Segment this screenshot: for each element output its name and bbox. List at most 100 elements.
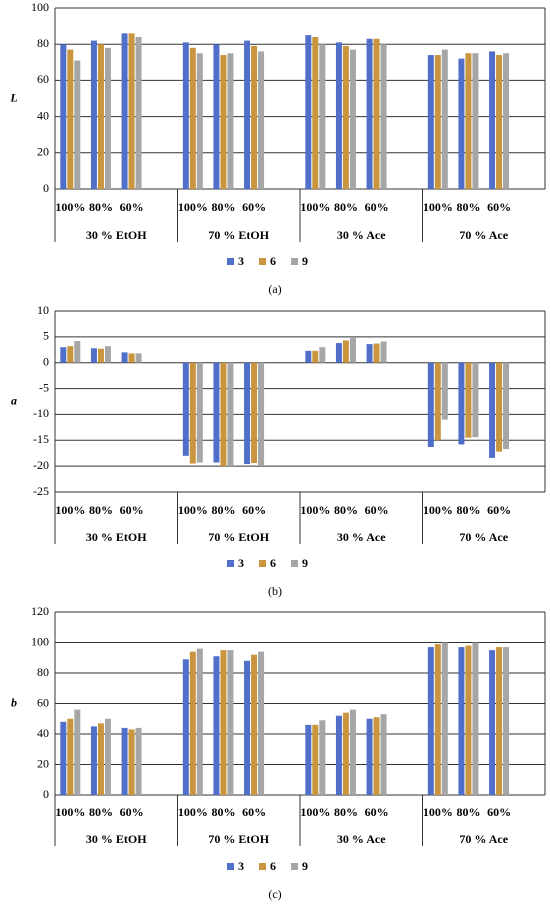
bar — [60, 347, 67, 363]
bar — [227, 362, 234, 467]
legend-swatch — [259, 560, 266, 567]
group-label: 70 % EtOH — [208, 832, 269, 846]
bar — [472, 642, 479, 795]
caption: (b) — [268, 584, 282, 598]
y-tick-label: 0 — [43, 181, 49, 195]
y-tick-label: -10 — [33, 406, 49, 420]
bar — [373, 38, 380, 189]
bar — [258, 51, 265, 189]
x-tick-label: 100% — [423, 805, 453, 819]
x-tick-label: 100% — [178, 805, 208, 819]
x-tick-label: 80% — [89, 805, 113, 819]
bar — [342, 712, 349, 795]
bar — [244, 660, 251, 795]
bar — [182, 659, 189, 795]
bar — [472, 362, 479, 438]
bar — [220, 650, 227, 795]
bar — [489, 362, 496, 458]
bar — [335, 343, 342, 363]
y-tick-label: 60 — [37, 72, 49, 86]
legend-swatch — [291, 560, 298, 567]
x-tick-label: 100% — [300, 503, 330, 517]
bar — [67, 346, 74, 363]
x-tick-label: 80% — [211, 805, 235, 819]
bar — [67, 49, 74, 189]
group-label: 70 % Ace — [459, 832, 508, 846]
bar — [189, 47, 196, 189]
y-tick-label: 60 — [37, 695, 49, 709]
y-tick-label: -20 — [33, 458, 49, 472]
bar — [349, 49, 356, 189]
x-tick-label: 60% — [365, 503, 389, 517]
legend-label: 6 — [270, 556, 276, 570]
bar — [503, 362, 510, 450]
x-tick-label: 60% — [487, 200, 511, 214]
x-tick-label: 100% — [55, 805, 85, 819]
bar — [60, 44, 67, 190]
bar — [60, 721, 67, 795]
legend-swatch — [291, 863, 298, 870]
x-tick-label: 100% — [55, 503, 85, 517]
bar — [465, 645, 472, 795]
bar — [220, 362, 227, 467]
bar — [441, 642, 448, 795]
legend-label: 9 — [302, 859, 308, 873]
x-tick-label: 60% — [487, 503, 511, 517]
x-tick-label: 80% — [211, 503, 235, 517]
y-tick-label: -5 — [39, 380, 49, 394]
group-label: 30 % Ace — [337, 228, 386, 242]
bar — [465, 53, 472, 189]
x-tick-label: 100% — [178, 200, 208, 214]
x-tick-label: 60% — [120, 200, 144, 214]
x-tick-label: 60% — [120, 805, 144, 819]
y-tick-label: 100 — [31, 0, 49, 14]
bar — [342, 340, 349, 363]
x-tick-label: 60% — [365, 200, 389, 214]
bar — [213, 362, 220, 463]
bar — [251, 46, 258, 190]
bar — [489, 51, 496, 189]
bar — [312, 724, 319, 795]
bar — [349, 337, 356, 363]
x-tick-label: 60% — [120, 503, 144, 517]
legend-label: 3 — [238, 556, 244, 570]
y-tick-label: 5 — [43, 329, 49, 343]
bar — [366, 344, 373, 363]
bar — [305, 35, 312, 190]
bar — [434, 55, 441, 190]
y-tick-label: 0 — [43, 787, 49, 801]
bar — [90, 726, 97, 795]
legend-label: 6 — [270, 254, 276, 268]
y-tick-label: 40 — [37, 108, 49, 122]
bar — [182, 362, 189, 456]
x-tick-label: 60% — [242, 805, 266, 819]
bar — [496, 55, 503, 190]
bar — [128, 353, 135, 363]
bar — [227, 650, 234, 795]
bar — [97, 44, 104, 190]
bar — [465, 362, 472, 438]
bar — [121, 727, 128, 795]
bar — [135, 36, 142, 190]
bar — [135, 353, 142, 363]
x-tick-label: 100% — [178, 503, 208, 517]
bar — [74, 340, 81, 363]
y-axis-label: b — [11, 695, 17, 709]
x-tick-label: 80% — [334, 200, 358, 214]
bar — [104, 718, 111, 795]
bar — [496, 647, 503, 795]
y-tick-label: 120 — [31, 604, 49, 618]
bar — [312, 36, 319, 190]
bar — [227, 53, 234, 189]
legend-label: 9 — [302, 556, 308, 570]
x-tick-label: 100% — [300, 200, 330, 214]
bar — [458, 647, 465, 795]
group-label: 30 % Ace — [337, 832, 386, 846]
bar — [258, 651, 265, 795]
bar — [104, 346, 111, 363]
y-tick-label: -15 — [33, 432, 49, 446]
bar — [319, 44, 326, 190]
bar — [121, 352, 128, 363]
bar — [427, 362, 434, 448]
